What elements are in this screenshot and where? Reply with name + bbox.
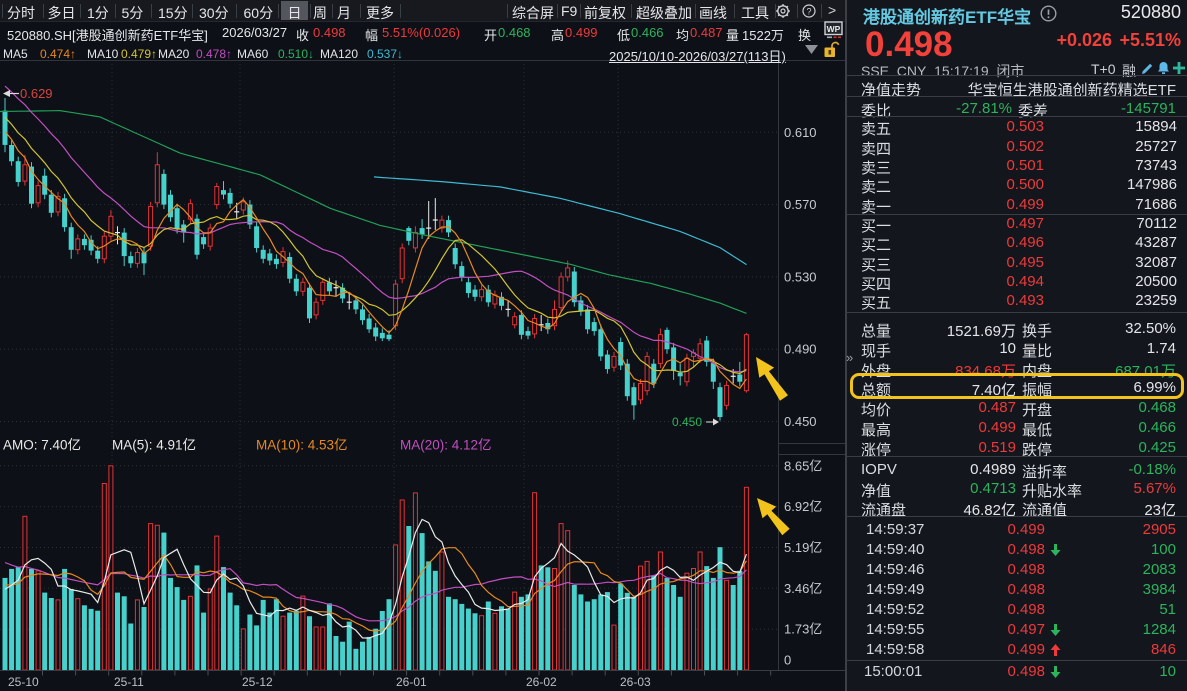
svg-text:26-01: 26-01 [396,675,427,689]
svg-text:26-02: 26-02 [526,675,557,689]
svg-text:0.629: 0.629 [20,86,53,101]
svg-text:0.450: 0.450 [784,414,817,429]
svg-text:25-11: 25-11 [114,675,144,689]
svg-text:0.610: 0.610 [784,125,817,140]
svg-text:MA(10): 4.53亿: MA(10): 4.53亿 [256,438,348,453]
svg-text:0.450: 0.450 [672,415,702,429]
svg-text:MA(20): 4.12亿: MA(20): 4.12亿 [400,438,492,453]
svg-text:25-12: 25-12 [242,675,273,689]
svg-text:AMO: 7.40亿: AMO: 7.40亿 [3,438,81,453]
svg-text:3.46亿: 3.46亿 [784,581,822,596]
svg-text:MA(5): 4.91亿: MA(5): 4.91亿 [112,438,196,453]
svg-text:26-03: 26-03 [620,675,651,689]
svg-text:?: ? [806,7,811,17]
svg-text:WP: WP [827,24,841,34]
svg-text:8.65亿: 8.65亿 [784,458,822,473]
svg-text:6.92亿: 6.92亿 [784,499,822,514]
svg-text:25-10: 25-10 [8,675,39,689]
svg-text:0.490: 0.490 [784,342,817,357]
svg-text:5.19亿: 5.19亿 [784,540,822,555]
svg-text:1.73亿: 1.73亿 [784,622,822,637]
svg-text:0.530: 0.530 [784,269,817,284]
svg-text:0.570: 0.570 [784,197,817,212]
svg-text:0: 0 [784,653,791,668]
